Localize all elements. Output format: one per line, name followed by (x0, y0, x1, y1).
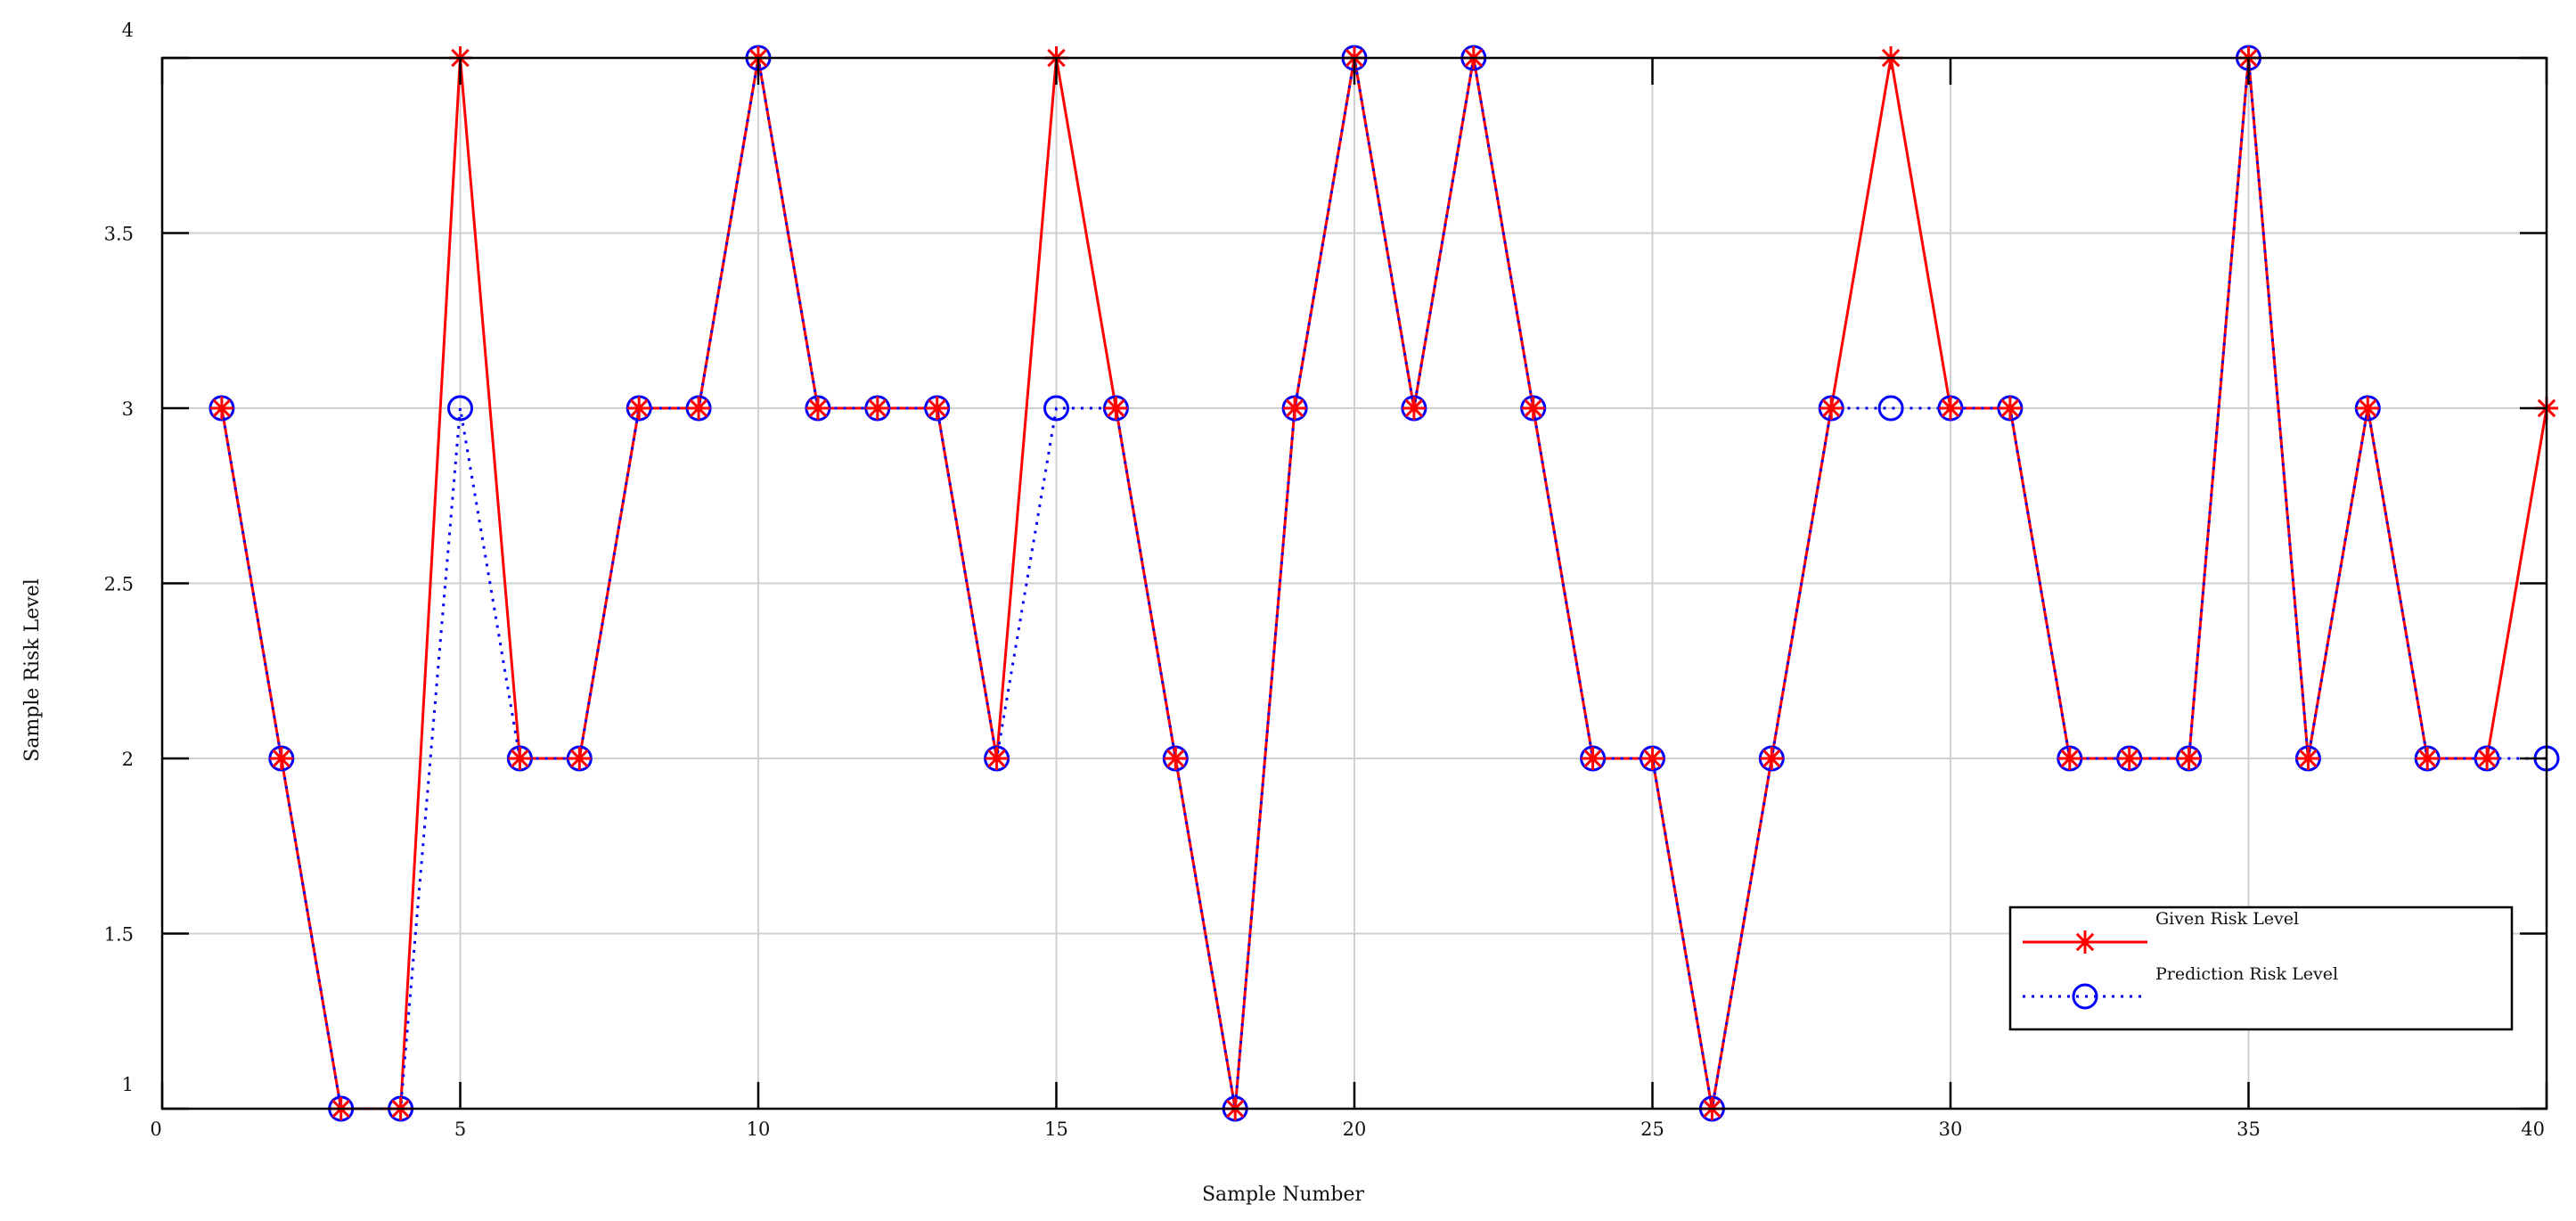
given-point (269, 747, 293, 770)
y-tick-label: 4 (122, 20, 134, 41)
given-point (508, 747, 532, 770)
x-tick-label: 25 (1640, 1119, 1664, 1140)
x-tick-label: 20 (1343, 1119, 1367, 1140)
prediction-point (1877, 395, 1904, 422)
given-point (627, 397, 651, 420)
given-point (1283, 397, 1307, 420)
given-point (1640, 747, 1664, 770)
y-axis-title: Sample Risk Level (21, 578, 44, 762)
x-tick-label: 30 (1939, 1119, 1963, 1140)
given-point (568, 747, 592, 770)
given-point (1402, 397, 1426, 420)
given-point (2356, 397, 2380, 420)
x-axis-title: Sample Number (1202, 1184, 1365, 1206)
y-tick-label: 1.5 (104, 924, 134, 946)
series-line-prediction (220, 56, 2547, 1110)
legend: Given Risk Level Prediction Risk Level (2008, 906, 2514, 1031)
given-point (209, 397, 233, 420)
given-point (985, 747, 1009, 770)
x-tick-label: 15 (1044, 1119, 1068, 1140)
legend-given-marker (2073, 930, 2097, 954)
given-point (687, 397, 711, 420)
given-point (865, 397, 889, 420)
y-tick-label: 3 (122, 398, 134, 420)
given-point (1760, 747, 1784, 770)
given-point (2057, 747, 2081, 770)
y-tick-label: 3.5 (104, 224, 134, 245)
x-tick-label: 10 (747, 1119, 771, 1140)
given-point (1998, 397, 2022, 420)
y-tick-label: 1 (122, 1074, 134, 1095)
x-tick-label: 40 (2521, 1119, 2545, 1140)
given-point (806, 397, 830, 420)
y-tick-label: 2 (122, 749, 134, 770)
given-point (1164, 747, 1188, 770)
given-point (1939, 397, 1962, 420)
given-point (2177, 747, 2201, 770)
given-point (2296, 747, 2320, 770)
given-point (925, 397, 949, 420)
legend-prediction-label: Prediction Risk Level (2155, 964, 2338, 984)
tick-labels: 0 5 10 15 20 25 30 35 40 1 1.5 2 2.5 3 3.5 4 (104, 20, 2545, 1140)
given-point (1521, 397, 1545, 420)
x-tick-label: 35 (2237, 1119, 2261, 1140)
given-point (1581, 747, 1605, 770)
given-point (1104, 397, 1128, 420)
x-tick-label: 0 (150, 1119, 161, 1140)
prediction-point (1043, 395, 1069, 422)
legend-given-label: Given Risk Level (2155, 909, 2299, 929)
legend-box (2008, 906, 2514, 1031)
prediction-point (447, 395, 473, 422)
given-point (2416, 747, 2440, 770)
y-tick-label: 2.5 (104, 574, 134, 595)
x-tick-label: 5 (454, 1119, 466, 1140)
legend-prediction-marker (2072, 983, 2098, 1010)
given-point (2117, 747, 2141, 770)
tick-marks (160, 56, 2548, 1110)
given-point (2475, 747, 2499, 770)
given-point (1820, 397, 1844, 420)
